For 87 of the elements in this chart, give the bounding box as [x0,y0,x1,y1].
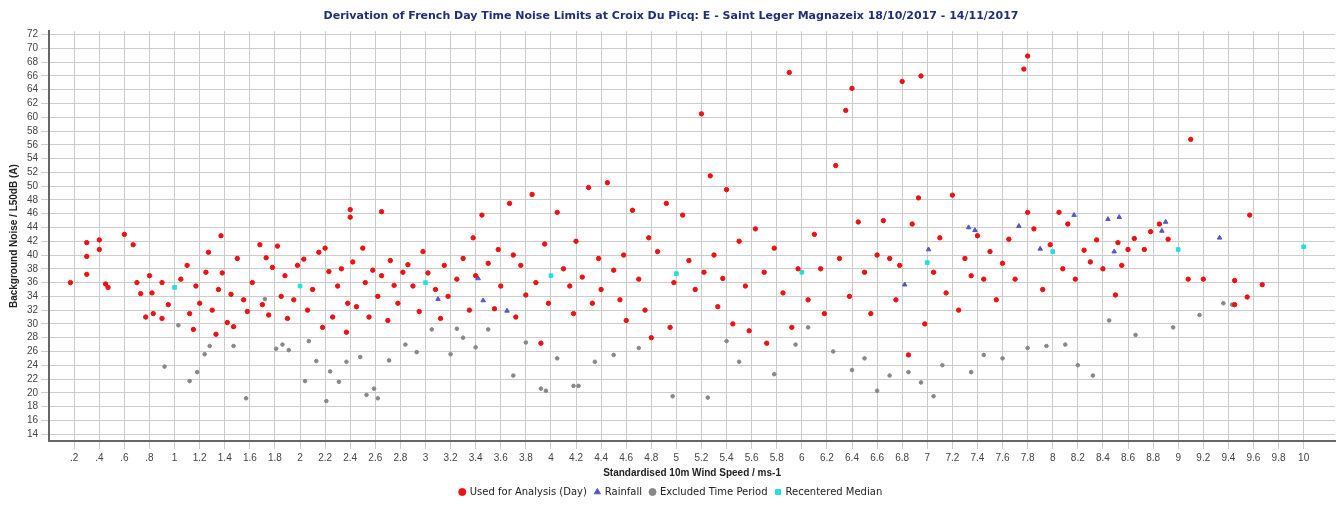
y-tick-label: 44 [27,221,39,233]
y-tick-label: 66 [27,69,39,81]
y-tick-label: 24 [27,358,39,370]
y-tick-label: 54 [27,152,39,164]
y-tick-label: 26 [27,345,39,357]
x-tick-label: 6 [799,451,806,463]
x-tick-label: 3.6 [493,451,509,463]
y-axis-title: Background Noise / L50dB (A) [7,164,19,309]
y-tick-label: 28 [27,331,39,343]
y-tick-label: 58 [27,124,39,136]
y-tick-label: 50 [27,179,39,191]
x-tick-label: 5 [673,451,680,463]
x-tick-label: 7.2 [945,451,960,463]
x-tick-label: .2 [70,451,79,463]
x-tick-label: 9.2 [1196,451,1211,463]
y-tick-label: 36 [27,276,39,288]
legend-label: Rainfall [604,485,643,497]
x-tick-label: 3.4 [468,451,484,463]
x-tick-label: 8.8 [1146,451,1161,463]
x-tick-label: 2.8 [393,451,408,463]
x-tick-label: 1.2 [192,451,208,463]
x-tick-label: 1.4 [217,451,233,463]
y-tick-label: 68 [27,55,39,67]
x-tick-label: 8 [1049,451,1056,463]
x-tick-label: 8.6 [1121,451,1136,463]
x-tick-label: 7 [924,451,931,463]
y-tick-label: 52 [27,166,39,178]
x-tick-label: 4 [548,451,555,463]
x-tick-label: 2.6 [368,451,383,463]
y-tick-label: 32 [27,303,39,315]
x-tick-label: 4.4 [594,451,609,463]
x-tick-label: 8.2 [1070,451,1086,463]
x-tick-label: 1.8 [267,451,283,463]
x-tick-label: 3.2 [443,451,458,463]
legend-label: Used for Analysis (Day) [469,485,587,497]
y-tick-label: 14 [27,427,39,439]
x-tick-label: 7.6 [995,451,1010,463]
y-tick-label: 18 [27,400,39,412]
y-tick-label: 60 [27,111,39,123]
x-tick-label: 1.6 [242,451,258,463]
chart-title: Derivation of French Day Time Noise Limits at Croix Du Picq: E - Saint Leger Magnazeix 18/10/2017 - 14/11/2017 [323,9,1019,23]
x-tick-label: 2.4 [343,451,358,463]
y-tick-label: 34 [27,290,39,302]
x-tick-label: 6.6 [870,451,885,463]
x-tick-label: 8.4 [1095,451,1111,463]
x-tick-label: 3.8 [518,451,534,463]
x-tick-label: .8 [145,451,155,463]
x-tick-label: 5.2 [694,451,709,463]
x-tick-label: 6.2 [819,451,835,463]
y-tick-label: 72 [27,28,39,40]
x-tick-label: 5.4 [719,451,734,463]
x-tick-label: 6.4 [845,451,860,463]
y-tick-label: 56 [27,138,39,150]
x-tick-label: 1 [171,451,178,463]
legend-label: Excluded Time Period [660,485,768,497]
x-tick-label: 10 [1298,451,1310,463]
x-tick-label: 9.4 [1221,451,1236,463]
x-tick-label: 9 [1175,451,1182,463]
x-tick-label: 4.2 [569,451,584,463]
legend-label: Recentered Median [785,485,883,497]
x-tick-label: 5.8 [769,451,785,463]
x-tick-label: 6.8 [895,451,910,463]
x-tick-label: 4.8 [644,451,659,463]
y-tick-label: 64 [27,83,39,95]
x-tick-label: 9.8 [1271,451,1286,463]
y-tick-label: 46 [27,207,39,219]
x-tick-label: 2 [297,451,304,463]
x-tick-label: 4.6 [619,451,634,463]
x-tick-label: .4 [95,451,104,463]
x-tick-label: 2.2 [318,451,333,463]
x-axis-title: Standardised 10m Wind Speed / ms-1 [603,466,782,478]
x-tick-label: 5.6 [744,451,760,463]
y-tick-label: 40 [27,248,39,260]
y-tick-label: 38 [27,262,39,274]
x-tick-label: 7.4 [970,451,985,463]
y-tick-label: 48 [27,193,39,205]
y-tick-label: 70 [27,42,39,54]
y-tick-label: 62 [27,97,39,109]
y-tick-label: 42 [27,235,39,247]
y-tick-label: 30 [27,317,39,329]
x-tick-label: .6 [120,451,129,463]
y-tick-label: 16 [27,414,39,426]
y-tick-label: 22 [27,372,39,384]
x-tick-label: 9.6 [1246,451,1261,463]
x-tick-label: 7.8 [1020,451,1036,463]
y-tick-label: 20 [27,386,39,398]
x-tick-label: 3 [422,451,429,463]
